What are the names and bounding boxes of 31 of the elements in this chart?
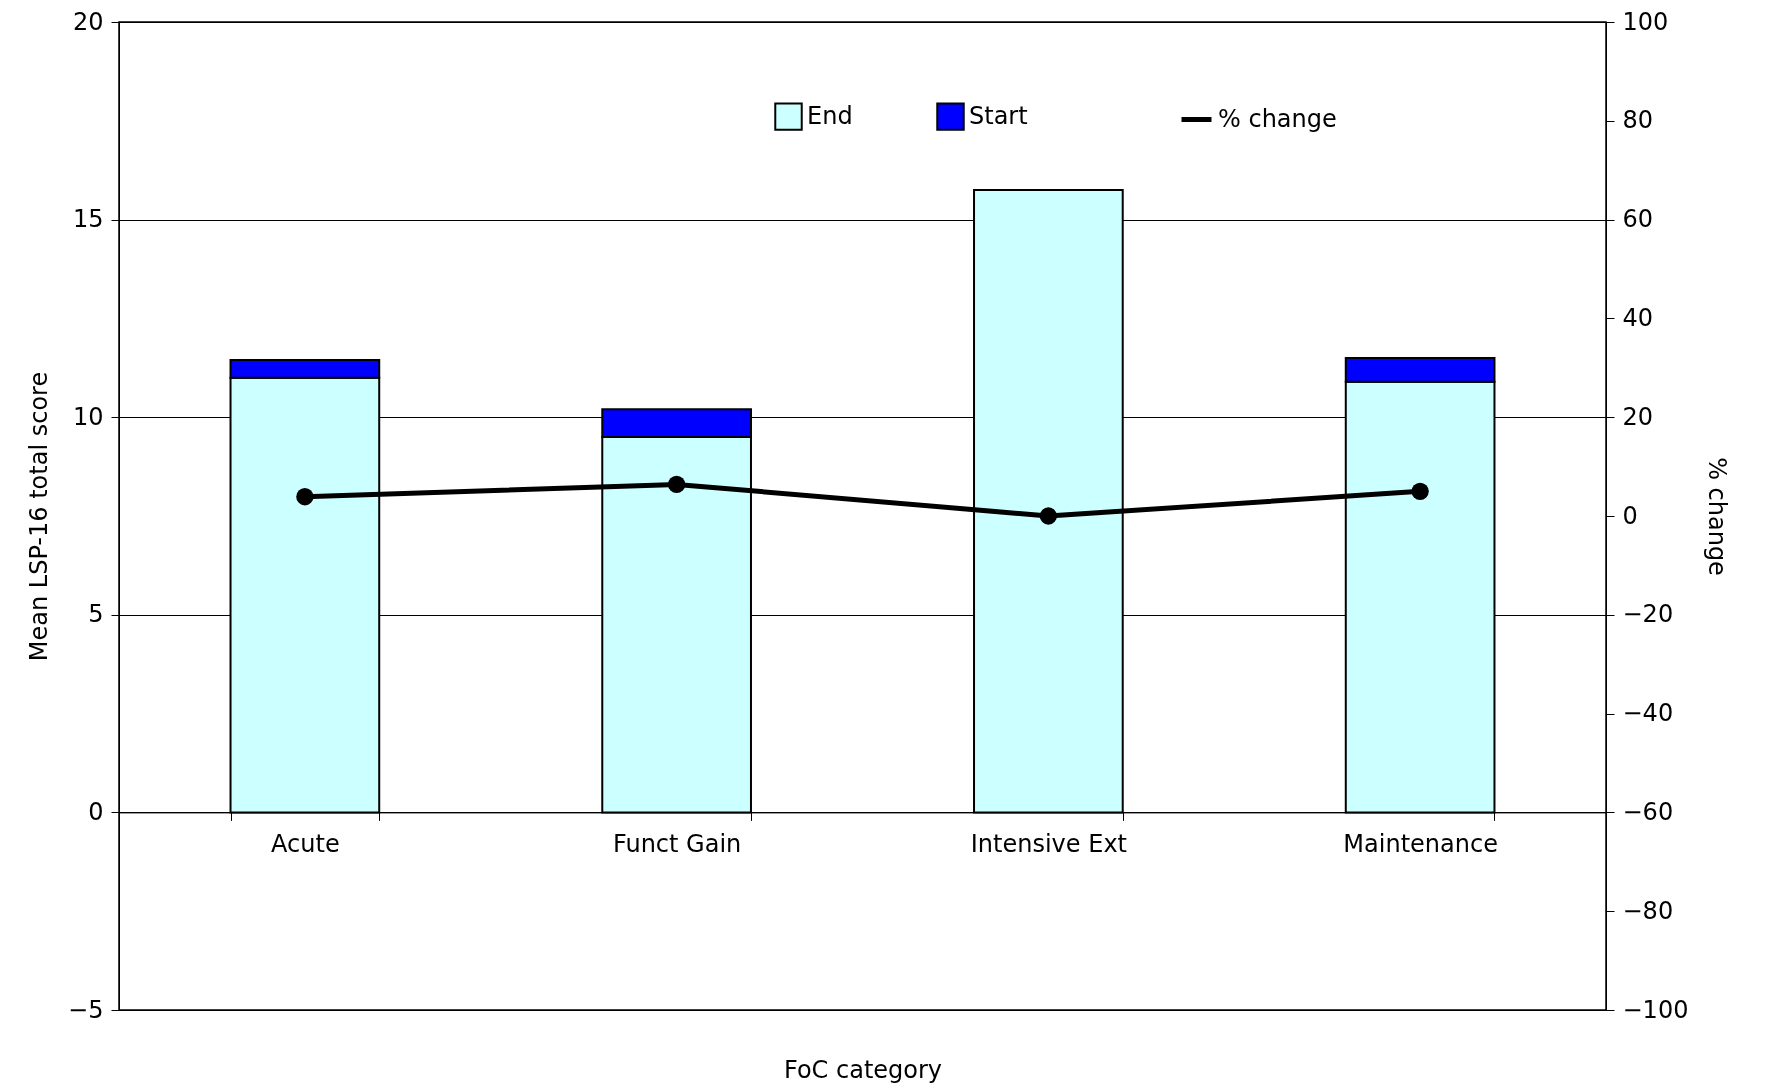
y2-tick-label: 100 [1622, 7, 1669, 36]
y2-tick-label: −60 [1622, 797, 1674, 826]
legend-label: End [807, 101, 853, 130]
y2-tick-label: −20 [1622, 600, 1674, 629]
y-tick-label: 5 [88, 600, 104, 629]
y2-tick-label: 0 [1622, 501, 1638, 530]
y-tick-label: −5 [68, 995, 104, 1024]
legend-label: Start [969, 101, 1028, 130]
legend-label: % change [1218, 104, 1337, 133]
point [1039, 507, 1058, 525]
y2-tick-label: 60 [1622, 205, 1654, 234]
x-tick-label: Funct Gain [612, 829, 742, 858]
y-tick-label: 0 [88, 797, 104, 826]
x-axis-title: FoC category [783, 1055, 943, 1083]
y2-tick-label: 20 [1622, 402, 1654, 431]
y2-axis-title: % change [1703, 457, 1732, 576]
y-tick-label: 20 [72, 7, 104, 36]
y2-tick-label: −40 [1622, 699, 1674, 728]
x-tick-label: Acute [271, 829, 340, 858]
y-tick-label: 10 [72, 402, 104, 431]
point [296, 488, 314, 506]
y2-tick-label: 40 [1622, 303, 1654, 332]
y-tick-label: 15 [72, 205, 104, 234]
y2-tick-label: −80 [1622, 896, 1674, 925]
x-tick-label: Maintenance [1343, 829, 1498, 858]
point [667, 475, 686, 494]
x-tick-label: Intensive Ext [970, 829, 1127, 858]
y2-tick-label: −100 [1622, 995, 1689, 1024]
y2-tick-label: 80 [1622, 106, 1654, 135]
point [1411, 482, 1429, 500]
y-axis-title: Mean LSP-16 total score [25, 371, 54, 662]
